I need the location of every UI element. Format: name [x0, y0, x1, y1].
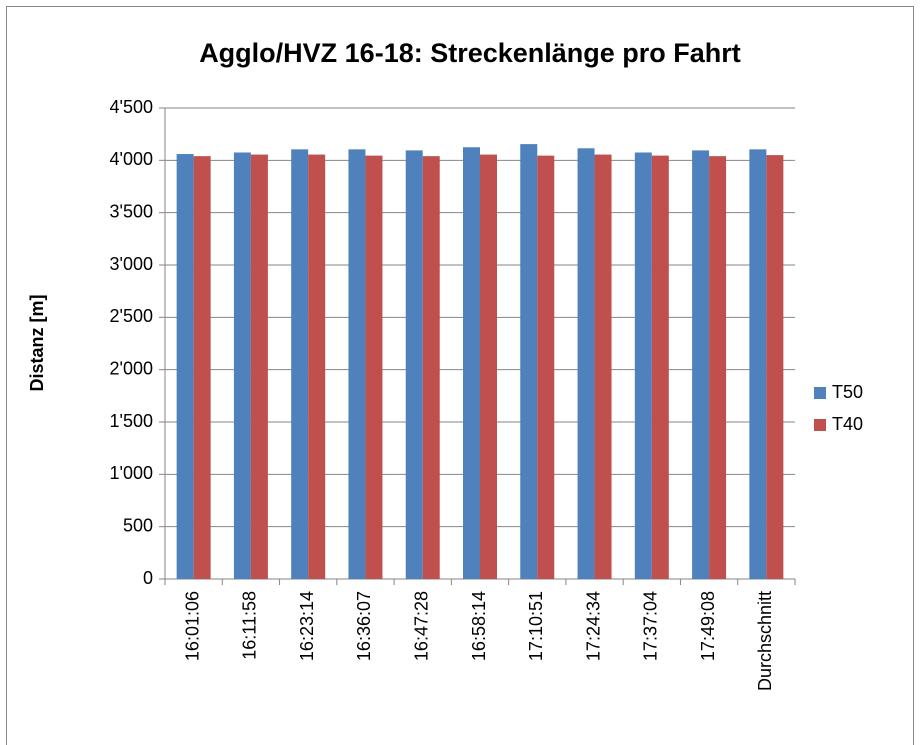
y-tick-label: 0: [143, 568, 153, 588]
y-tick-label: 2'000: [110, 358, 153, 378]
bar: [692, 150, 710, 579]
y-tick-label: 1'500: [110, 411, 153, 431]
bar: [634, 152, 652, 579]
legend-label: T40: [832, 414, 863, 434]
y-axis-label: Distanz [m]: [27, 294, 47, 391]
bar: [577, 148, 595, 579]
bar: [766, 155, 784, 579]
chart-title: Agglo/HVZ 16-18: Streckenlänge pro Fahrt: [199, 38, 741, 68]
x-tick-label: 16:36:07: [354, 591, 374, 661]
bar: [176, 154, 194, 579]
x-tick-label: 17:37:04: [641, 591, 661, 661]
x-tick-label: 16:23:14: [297, 591, 317, 661]
bar: [463, 147, 480, 579]
x-tick-label: 17:24:34: [583, 591, 603, 661]
bar: [594, 154, 612, 579]
legend-swatch: [814, 387, 826, 399]
bar: [405, 150, 423, 579]
bar: [193, 156, 211, 579]
x-tick-label: 17:10:51: [526, 591, 546, 661]
bar: [709, 156, 727, 579]
bar: [250, 154, 268, 579]
y-tick-label: 3'500: [110, 201, 153, 221]
legend-swatch: [814, 419, 826, 431]
x-tick-label: 16:11:58: [240, 591, 260, 660]
bar: [749, 149, 767, 580]
x-tick-label: Durchschnitt: [755, 591, 775, 691]
x-tick-label: 16:58:14: [469, 591, 489, 661]
bar: [348, 149, 366, 580]
y-tick-label: 500: [123, 515, 153, 535]
x-tick-label: 16:01:06: [182, 591, 202, 661]
y-tick-label: 1'000: [110, 463, 153, 483]
bar: [520, 144, 538, 580]
y-tick-label: 2'500: [110, 306, 153, 326]
bar: [537, 155, 555, 579]
bar: [651, 155, 669, 579]
x-tick-label: 17:49:08: [698, 591, 718, 661]
y-tick-label: 4'000: [110, 149, 153, 169]
legend-label: T50: [832, 382, 863, 402]
bar: [291, 149, 309, 580]
bar: [365, 155, 383, 579]
y-tick-label: 4'500: [110, 97, 153, 117]
x-tick-label: 16:47:28: [411, 591, 431, 661]
bar: [233, 152, 251, 579]
bar: [480, 154, 497, 579]
bar: [422, 156, 440, 579]
y-tick-label: 3'000: [110, 254, 153, 274]
bar: [308, 154, 326, 579]
